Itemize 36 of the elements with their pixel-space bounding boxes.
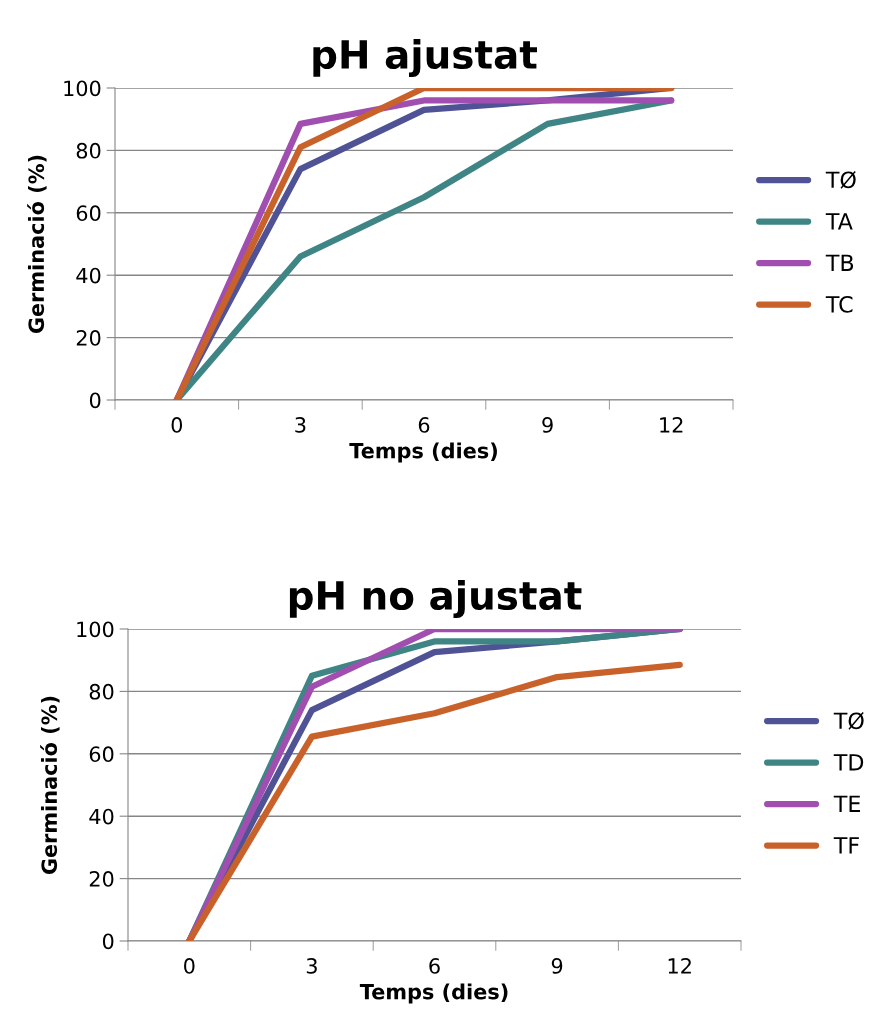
y-tick-label: 20 [89, 871, 114, 887]
x-tick-label: 9 [551, 958, 563, 974]
y-tick-label: 20 [76, 330, 101, 346]
x-axis-title: Temps (dies) [349, 442, 497, 463]
legend-label: TD [833, 754, 864, 771]
x-tick-label: 0 [184, 958, 195, 974]
legend-label: TE [833, 795, 860, 812]
y-tick-label: 100 [64, 80, 101, 97]
x-tick-label: 6 [418, 417, 430, 433]
legend-label: TA [825, 213, 853, 230]
legend-label: TC [825, 295, 853, 313]
chart-title: pH ajustat [313, 39, 537, 77]
x-tick-label: 3 [306, 958, 317, 974]
x-axis-title: Temps (dies) [359, 983, 508, 1004]
legend-label: TØ [833, 711, 864, 730]
y-tick-label: 100 [77, 621, 114, 638]
legend-label: TB [825, 254, 854, 271]
legend-label: TØ [825, 170, 856, 189]
y-tick-label: 80 [89, 683, 114, 700]
x-tick-label: 9 [542, 417, 553, 433]
chart-title: pH no ajustat [289, 580, 582, 618]
y-tick-label: 60 [89, 746, 114, 763]
y-tick-label: 40 [76, 267, 101, 284]
x-tick-label: 6 [429, 958, 440, 974]
x-tick-label: 12 [668, 958, 691, 974]
legend-label: TF [833, 837, 859, 854]
y-tick-label: 0 [102, 933, 114, 950]
y-tick-label: 60 [76, 205, 101, 222]
y-axis-title: Germinació (%) [27, 155, 47, 334]
y-tick-label: 0 [89, 392, 101, 409]
y-tick-label: 40 [89, 808, 114, 825]
x-tick-label: 3 [295, 417, 306, 433]
x-tick-label: 0 [171, 417, 183, 433]
y-tick-label: 80 [76, 142, 101, 159]
y-axis-title: Germinació (%) [40, 696, 60, 875]
x-tick-label: 12 [660, 417, 683, 433]
